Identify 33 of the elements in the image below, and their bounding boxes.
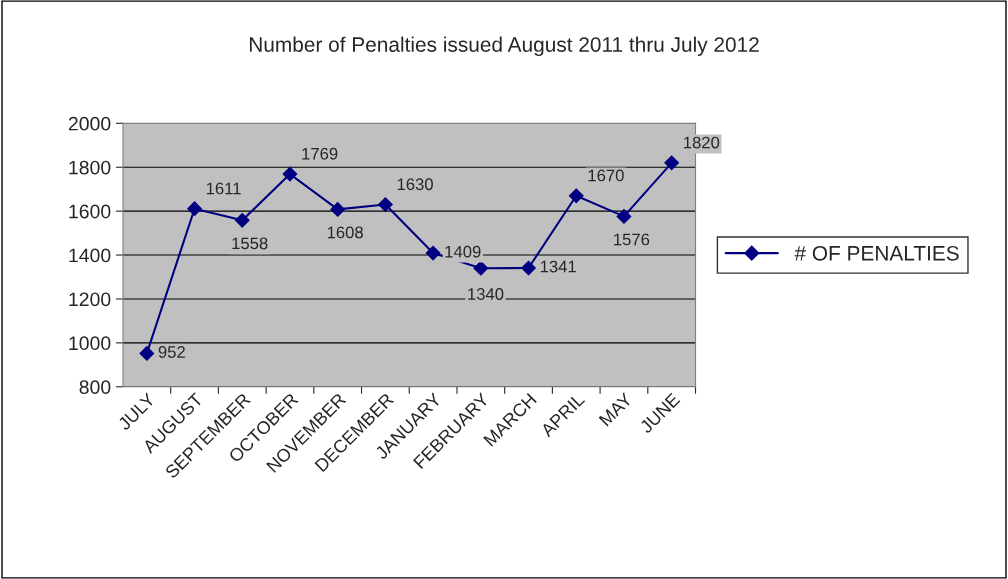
y-tick-label: 1200 — [69, 292, 111, 307]
y-tick-label: 1800 — [69, 160, 111, 175]
point — [616, 209, 632, 224]
data-label: 1769 — [302, 147, 338, 160]
point — [282, 166, 298, 182]
point — [187, 201, 202, 217]
data-label: 1670 — [588, 169, 624, 182]
y-tick-label: 800 — [79, 380, 111, 395]
point — [473, 260, 489, 276]
point — [378, 197, 393, 212]
data-label: 1409 — [445, 245, 481, 258]
data-label: 1630 — [397, 178, 433, 191]
data-label: 1576 — [614, 233, 650, 246]
point — [425, 245, 441, 261]
point — [664, 155, 680, 171]
point — [330, 201, 346, 217]
y-tick-label: 2000 — [68, 116, 111, 131]
y-tick-label: 1400 — [69, 248, 111, 263]
data-label: 1340 — [468, 288, 504, 300]
data-label: 1611 — [206, 182, 241, 195]
data-label: 1341 — [540, 260, 576, 273]
data-label: 1820 — [684, 136, 720, 149]
y-tick-label: 1600 — [69, 204, 111, 219]
chart-title: Number of Penalties issued August 2011 thru July 2012 — [249, 36, 759, 57]
data-label: 952 — [158, 346, 185, 358]
point — [521, 260, 536, 276]
point — [234, 212, 250, 228]
legend-label: # OF PENALTIES — [794, 245, 959, 261]
point — [139, 346, 155, 361]
data-label: 1558 — [232, 237, 268, 250]
data-label: 1608 — [327, 226, 363, 239]
point — [568, 188, 584, 204]
y-tick-label: 1000 — [69, 336, 111, 351]
